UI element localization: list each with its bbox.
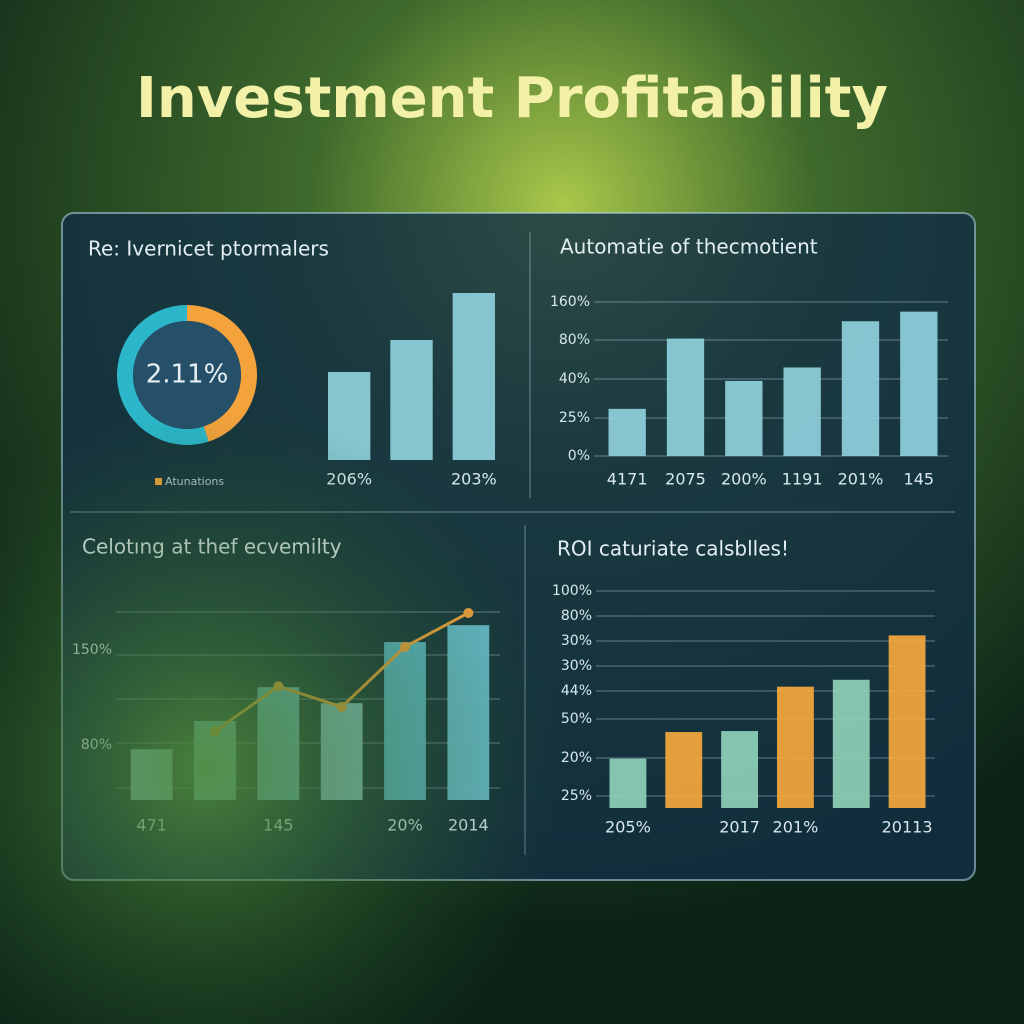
bar <box>320 703 363 800</box>
y-tick-label: 50% <box>561 711 592 727</box>
x-tick-label: 205% <box>605 818 651 837</box>
y-tick-label: 40% <box>559 371 590 387</box>
bar <box>452 293 496 460</box>
bar <box>725 380 763 456</box>
x-tick-label: 145 <box>904 470 935 489</box>
bar <box>384 642 426 800</box>
x-tick-label: 4171 <box>607 470 648 489</box>
bar <box>257 687 300 800</box>
line-point <box>336 701 347 712</box>
y-tick-label: 44% <box>561 683 592 699</box>
bar <box>390 340 433 460</box>
y-tick-label: 80% <box>81 737 112 753</box>
x-tick-label: 206% <box>326 470 372 489</box>
bar <box>665 732 703 808</box>
y-tick-label: 30% <box>561 658 592 674</box>
y-tick-label: 80% <box>561 608 592 624</box>
y-tick-label: 150% <box>72 642 112 658</box>
y-tick-label: 20% <box>561 750 592 766</box>
bar <box>608 408 646 456</box>
bar <box>832 679 870 808</box>
y-tick-label: 80% <box>559 332 590 348</box>
chart-title: Automatie of thecmotient <box>560 235 818 259</box>
page-title: Investment Profitability <box>136 66 888 131</box>
legend-label: Atunations <box>165 475 224 488</box>
bar <box>327 372 371 460</box>
y-tick-label: 25% <box>559 410 590 426</box>
y-tick-label: 160% <box>550 294 590 310</box>
legend-swatch <box>155 478 162 485</box>
x-tick-label: 203% <box>451 470 497 489</box>
line-point <box>400 641 410 652</box>
bar <box>841 321 880 456</box>
bar <box>888 635 926 808</box>
donut-center-label: 2.11% <box>146 360 229 390</box>
x-tick-label: 2017 <box>719 818 760 837</box>
line-point <box>463 607 474 618</box>
bar <box>721 731 759 808</box>
line-point <box>210 726 220 737</box>
x-tick-label: 201% <box>838 470 884 489</box>
y-tick-label: 0% <box>568 448 590 464</box>
x-tick-label: 1191 <box>782 470 823 489</box>
bar <box>130 749 173 800</box>
y-tick-label: 30% <box>561 633 592 649</box>
x-tick-label: 471 <box>136 816 167 835</box>
bar <box>447 625 490 800</box>
x-tick-label: 201% <box>773 818 819 837</box>
chart-title: ROI caturiate calsblles! <box>557 537 789 561</box>
line-point <box>273 681 284 692</box>
x-tick-label: 2014 <box>448 816 489 835</box>
chart-title: Celotıng at thef ecvemilty <box>82 535 342 559</box>
x-tick-label: 145 <box>263 816 294 835</box>
x-tick-label: 20113 <box>882 818 933 837</box>
bar <box>609 758 647 808</box>
x-tick-label: 200% <box>721 470 767 489</box>
bar <box>776 686 814 808</box>
bar <box>900 311 938 456</box>
y-tick-label: 25% <box>561 788 592 804</box>
y-tick-label: 100% <box>552 583 592 599</box>
bar <box>783 367 821 456</box>
chart-title: Re: Ivernicet ptormalers <box>88 237 329 261</box>
x-tick-label: 20% <box>387 816 423 835</box>
x-tick-label: 2075 <box>665 470 706 489</box>
bar <box>666 338 705 456</box>
